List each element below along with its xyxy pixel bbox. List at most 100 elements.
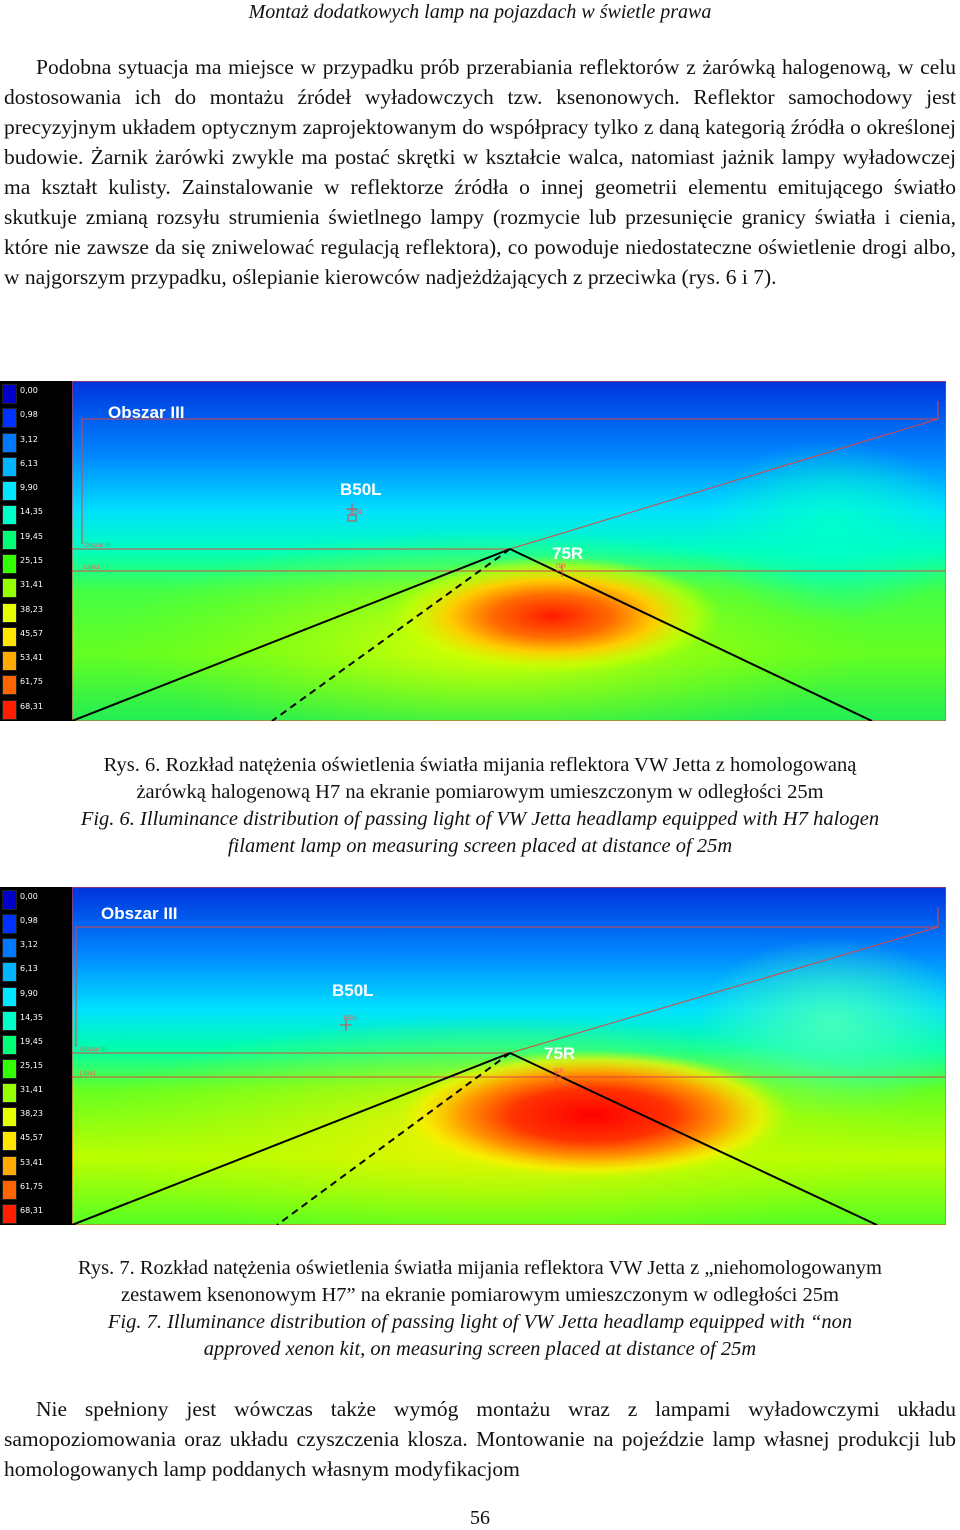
legend-swatch [2, 554, 17, 574]
dashed-line [271, 548, 511, 721]
legend-entry: 45,57 [0, 1128, 72, 1152]
caption-7-pl-line2: zestawem ksenonowym H7” na ekranie pomia… [121, 1284, 839, 1306]
legend-entry: 9,90 [0, 478, 72, 502]
legend-swatch [2, 1203, 17, 1224]
small-label-75r: 75R [555, 564, 567, 570]
legend-value: 38,23 [20, 604, 43, 614]
legend-value: 0,00 [20, 386, 38, 395]
body-paragraph-2: Nie spełniony jest wówczas także wymóg m… [4, 1394, 956, 1484]
legend-entry: 19,45 [0, 527, 72, 551]
label-b50l: B50L [340, 480, 382, 499]
legend-swatch [2, 1131, 17, 1152]
small-label-75r: 75R [553, 1069, 565, 1075]
running-header: Montaż dodatkowych lamp na pojazdach w ś… [248, 1, 712, 23]
legend-swatch [2, 890, 17, 910]
figure-6-caption: Rys. 6. Rozkład natężenia oświetlenia św… [0, 752, 960, 860]
legend-value: 53,41 [20, 653, 43, 663]
legend-entry: 6,13 [0, 454, 72, 478]
legend-swatch [2, 938, 17, 959]
legend-value: 19,45 [20, 531, 43, 541]
small-label-linia: Linia1 [80, 1071, 97, 1077]
legend-value: 61,75 [20, 677, 43, 687]
legend-entry: 38,23 [0, 600, 72, 624]
legend-value: 31,41 [20, 1085, 43, 1095]
legend-entry: 9,90 [0, 984, 72, 1008]
legend-value: 6,13 [20, 964, 38, 974]
body-paragraph-1: Podobna sytuacja ma miejsce w przypadku … [4, 52, 956, 292]
zone-boundary [81, 401, 939, 544]
illuminance-legend: 0,00 0,98 3,12 6,13 9,90 14,35 19,45 25,15 31,41… [0, 381, 72, 721]
legend-entry: 53,41 [0, 648, 72, 672]
legend-swatch [2, 914, 17, 935]
legend-entry: 61,75 [0, 672, 72, 696]
label-b50l: B50L [332, 981, 374, 1000]
label-75r: 75R [552, 544, 583, 563]
left-solid-line [72, 1052, 511, 1225]
caption-6-pl-line1: Rys. 6. Rozkład natężenia oświetlenia św… [103, 754, 857, 776]
legend-entry: 0,98 [0, 405, 72, 429]
legend-entry: 3,12 [0, 935, 72, 959]
legend-swatch [2, 456, 17, 477]
small-label-obszar: Obszar III [80, 1047, 106, 1053]
legend-value: 0,00 [20, 892, 38, 901]
legend-swatch [2, 529, 17, 550]
legend-entry: 25,15 [0, 551, 72, 575]
illuminance-legend: 0,00 0,98 3,12 6,13 9,90 14,35 19,45 25,15 31,41… [0, 887, 72, 1225]
legend-swatch [2, 384, 17, 404]
legend-entry: 0,00 [0, 381, 72, 405]
cutoff-line [509, 926, 939, 1054]
figure-6: 0,00 0,98 3,12 6,13 9,90 14,35 19,45 25,15 31,41… [0, 381, 946, 721]
legend-entry: 68,31 [0, 697, 72, 721]
illuminance-map: Obszar III B50L 75R Obszar III Linia1 B5… [72, 887, 946, 1225]
legend-swatch [2, 1059, 17, 1079]
legend-swatch [2, 675, 17, 696]
cutoff-line [509, 418, 939, 550]
legend-entry: 19,45 [0, 1032, 72, 1056]
legend-value: 6,13 [20, 458, 38, 468]
legend-entry: 0,00 [0, 887, 72, 911]
b50l-marker-box [347, 514, 357, 522]
legend-entry: 31,41 [0, 575, 72, 599]
small-label-b50l: B50L [344, 1016, 359, 1022]
label-75r: 75R [544, 1044, 575, 1063]
hot-spot [392, 1050, 792, 1180]
legend-value: 25,15 [20, 1061, 43, 1070]
caption-7-en-line2: approved xenon kit, on measuring screen … [203, 1338, 757, 1360]
legend-swatch [2, 505, 17, 526]
legend-entry: 6,13 [0, 959, 72, 983]
legend-swatch [2, 1083, 17, 1104]
dashed-line [276, 1052, 511, 1225]
legend-value: 14,35 [20, 1012, 43, 1022]
legend-swatch [2, 481, 17, 502]
legend-swatch [2, 1107, 17, 1128]
legend-entry: 68,31 [0, 1201, 72, 1225]
figure-7-caption: Rys. 7. Rozkład natężenia oświetlenia św… [0, 1255, 960, 1363]
legend-swatch [2, 962, 17, 983]
heatmap-svg: Obszar III B50L 75R Obszar III Linia1 B5… [72, 887, 946, 1225]
legend-swatch [2, 986, 17, 1007]
legend-value: 25,15 [20, 556, 43, 565]
legend-value: 0,98 [20, 410, 38, 420]
legend-value: 0,98 [20, 916, 38, 926]
legend-swatch [2, 1155, 17, 1176]
legend-value: 53,41 [20, 1157, 43, 1167]
legend-entry: 38,23 [0, 1104, 72, 1128]
legend-swatch [2, 651, 17, 672]
legend-entry: 45,57 [0, 624, 72, 648]
legend-swatch [2, 626, 17, 647]
legend-swatch [2, 1034, 17, 1055]
legend-swatch [2, 578, 17, 599]
legend-value: 31,41 [20, 580, 43, 590]
legend-swatch [2, 432, 17, 453]
caption-6-en-line1: Fig. 6. Illuminance distribution of pass… [80, 808, 880, 830]
legend-value: 68,31 [20, 701, 43, 711]
legend-entry: 14,35 [0, 1008, 72, 1032]
legend-entry: 0,98 [0, 911, 72, 935]
legend-entry: 3,12 [0, 430, 72, 454]
caption-7-en-line1: Fig. 7. Illuminance distribution of pass… [107, 1311, 853, 1333]
legend-swatch [2, 602, 17, 623]
legend-value: 45,57 [20, 628, 43, 638]
legend-entry: 14,35 [0, 502, 72, 526]
legend-value: 45,57 [20, 1133, 43, 1143]
zone-label-obszar: Obszar III [108, 403, 185, 422]
